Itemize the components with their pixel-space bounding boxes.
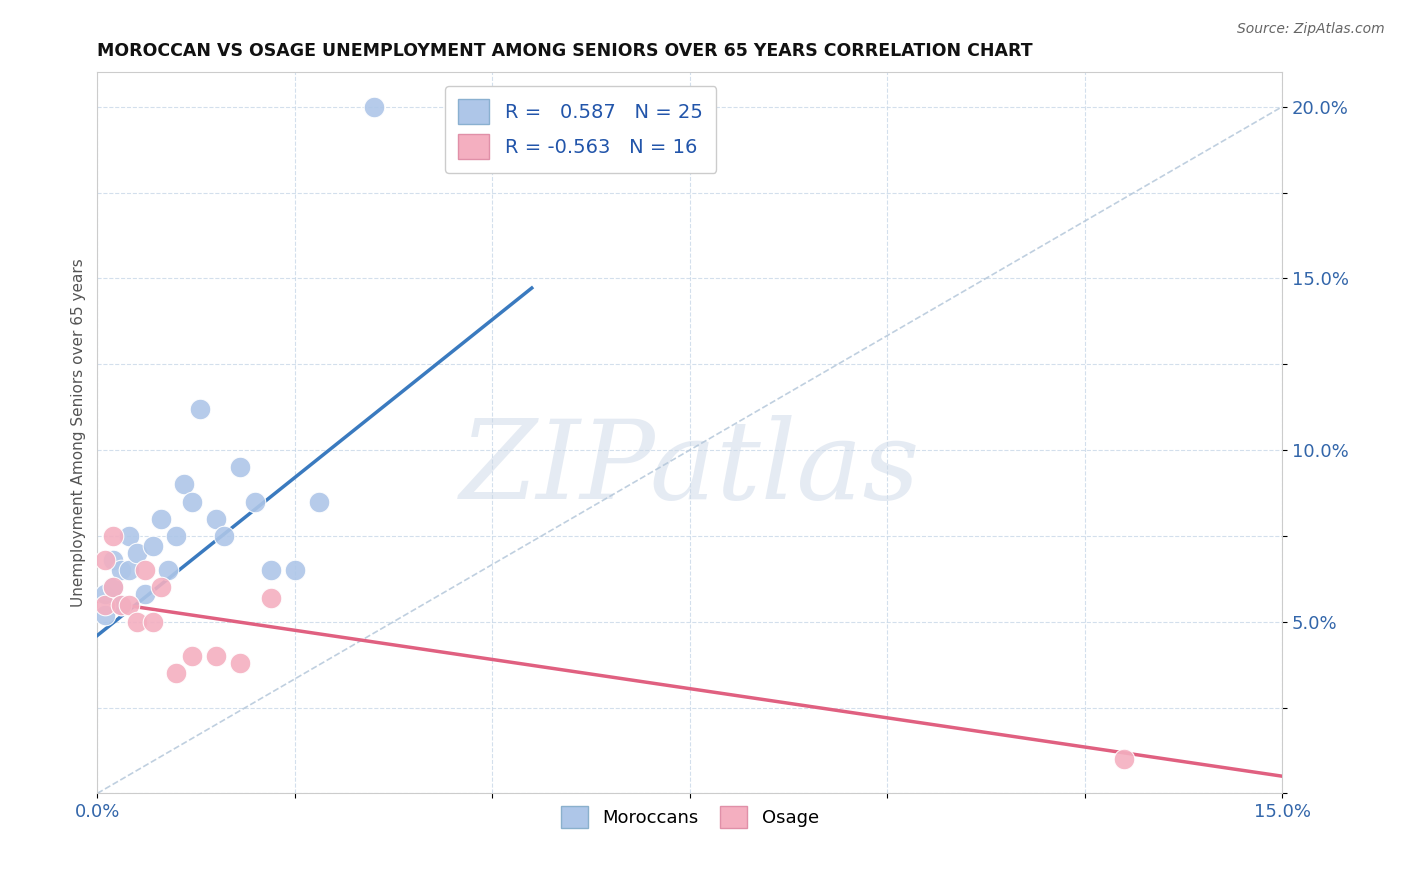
Point xyxy=(94,553,117,567)
Point xyxy=(101,580,124,594)
Point xyxy=(157,563,180,577)
Text: ZIPatlas: ZIPatlas xyxy=(460,415,920,523)
Point xyxy=(173,477,195,491)
Point xyxy=(134,563,156,577)
Point xyxy=(212,529,235,543)
Point xyxy=(149,512,172,526)
Point xyxy=(363,100,385,114)
Point xyxy=(308,494,330,508)
Point xyxy=(94,587,117,601)
Point xyxy=(228,460,250,475)
Point xyxy=(110,598,132,612)
Text: Source: ZipAtlas.com: Source: ZipAtlas.com xyxy=(1237,22,1385,37)
Point xyxy=(228,656,250,670)
Y-axis label: Unemployment Among Seniors over 65 years: Unemployment Among Seniors over 65 years xyxy=(72,259,86,607)
Point xyxy=(205,512,228,526)
Point xyxy=(125,546,148,560)
Point xyxy=(142,539,165,553)
Point xyxy=(149,580,172,594)
Point xyxy=(110,598,132,612)
Point xyxy=(142,615,165,629)
Point xyxy=(134,587,156,601)
Point xyxy=(101,553,124,567)
Point xyxy=(165,666,187,681)
Point xyxy=(101,580,124,594)
Point xyxy=(118,563,141,577)
Point xyxy=(118,598,141,612)
Point xyxy=(118,529,141,543)
Point xyxy=(188,401,211,416)
Point xyxy=(125,615,148,629)
Text: MOROCCAN VS OSAGE UNEMPLOYMENT AMONG SENIORS OVER 65 YEARS CORRELATION CHART: MOROCCAN VS OSAGE UNEMPLOYMENT AMONG SEN… xyxy=(97,42,1033,60)
Point xyxy=(260,563,283,577)
Point xyxy=(205,648,228,663)
Point xyxy=(181,494,204,508)
Point xyxy=(101,529,124,543)
Point xyxy=(94,607,117,622)
Point xyxy=(1114,752,1136,766)
Point xyxy=(110,563,132,577)
Legend: Moroccans, Osage: Moroccans, Osage xyxy=(554,798,825,835)
Point xyxy=(165,529,187,543)
Point xyxy=(260,591,283,605)
Point xyxy=(245,494,267,508)
Point xyxy=(284,563,307,577)
Point xyxy=(181,648,204,663)
Point xyxy=(94,598,117,612)
